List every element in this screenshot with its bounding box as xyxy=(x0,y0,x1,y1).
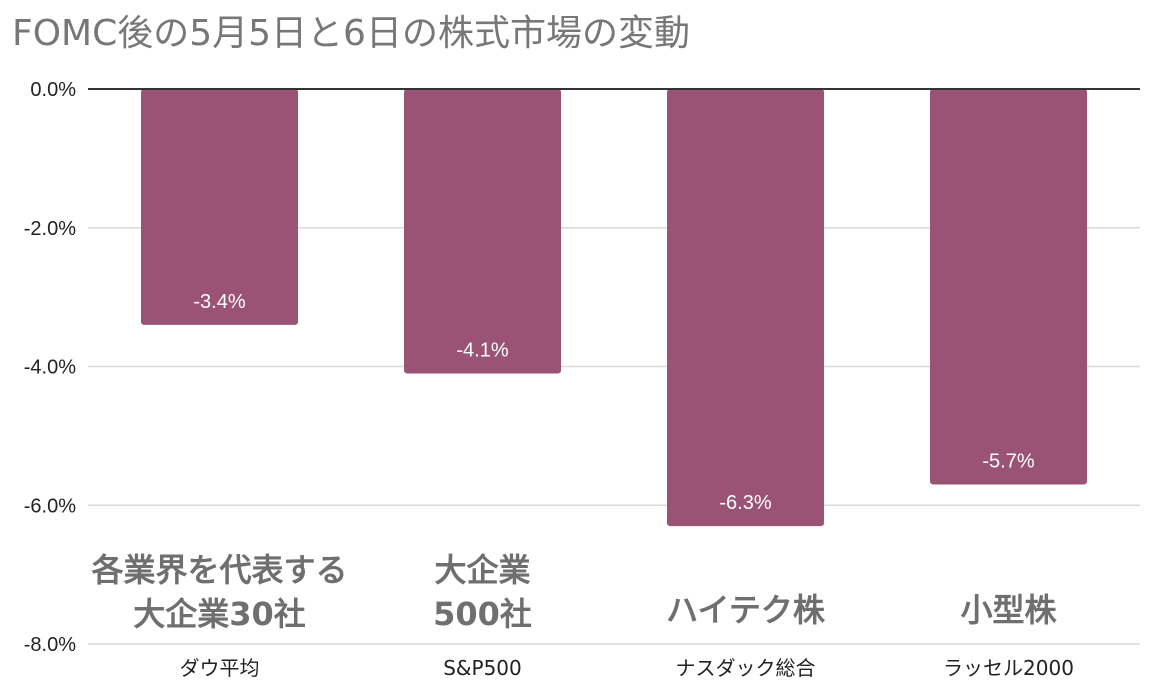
y-tick-label: 0.0% xyxy=(30,79,76,101)
y-tick-label: -6.0% xyxy=(24,495,76,517)
bar xyxy=(667,89,824,527)
bar xyxy=(404,89,561,374)
category-annotation: 大企業 500社 xyxy=(433,551,532,633)
data-label: -3.4% xyxy=(193,291,245,313)
x-tick-label: ダウ平均 xyxy=(180,656,260,680)
x-tick-label: ナスダック総合 xyxy=(676,656,816,680)
bar xyxy=(141,89,298,325)
x-tick-label: ラッセル2000 xyxy=(943,656,1074,680)
category-annotation: ハイテク株 xyxy=(666,591,825,629)
category-annotation: 各業界を代表する 大企業30社 xyxy=(91,551,348,633)
category-annotation: 小型株 xyxy=(960,591,1057,629)
data-label: -5.7% xyxy=(982,450,1034,472)
y-tick-label: -4.0% xyxy=(24,357,76,379)
y-tick-label: -8.0% xyxy=(24,634,76,656)
labels-layer: 0.0% -2.0% -4.0% -6.0% -8.0% -3.4% ダウ平均 -4.1% S&… xyxy=(24,79,1074,680)
chart-title: FOMC後の5月5日と6日の株式市場の変動 xyxy=(12,13,690,54)
data-label: -6.3% xyxy=(719,492,771,514)
data-label: -4.1% xyxy=(456,339,508,361)
x-tick-label: S&P500 xyxy=(443,656,522,680)
bar xyxy=(930,89,1087,485)
y-tick-label: -2.0% xyxy=(24,218,76,240)
bars-layer xyxy=(141,89,1087,527)
